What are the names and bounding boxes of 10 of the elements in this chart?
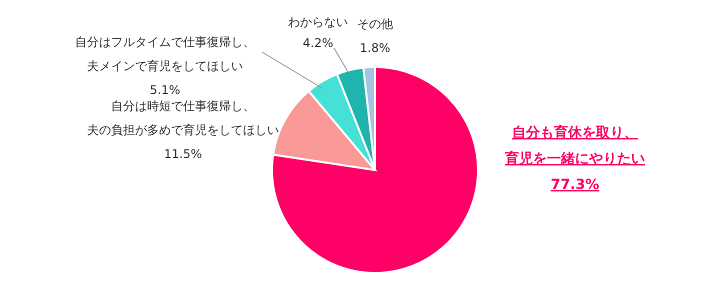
data-label: 77.3% [550, 177, 600, 193]
data-label: 11.5% [164, 147, 202, 161]
slice-label: 自分はフルタイムで仕事復帰し、夫メインで育児をしてほしい [75, 35, 255, 73]
slice-label: わからない [288, 15, 348, 29]
data-label: 4.2% [302, 36, 334, 50]
data-label: 5.1% [150, 83, 180, 97]
data-label: 1.8% [360, 41, 390, 55]
slice-label: 自分も育休を取り、育児を一緒にやりたい [504, 124, 645, 167]
slice-label: 自分は時短で仕事復帰し、夫の負担が多めで育児をしてほしい [87, 99, 279, 137]
slice-label: その他 [357, 17, 393, 31]
